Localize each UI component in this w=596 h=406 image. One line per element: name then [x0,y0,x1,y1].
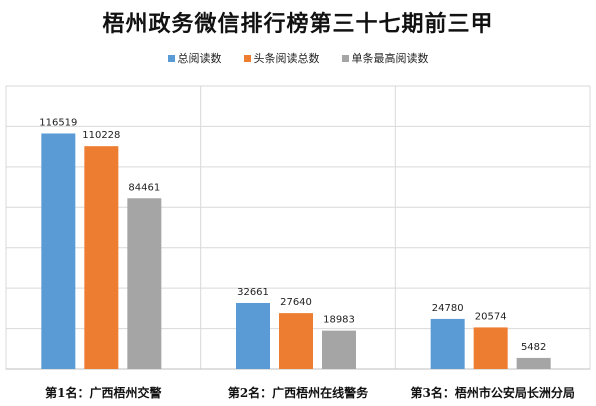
legend-swatch-headline [243,54,251,62]
x-tick-label: 第1名：广西梧州交警 [45,385,161,400]
data-label: 32661 [237,287,269,298]
legend-label-total: 总阅读数 [177,52,222,65]
legend-swatch-max [341,54,349,62]
bar-2-cat-1 [84,146,119,369]
legend-item-max: 单条最高阅读数 [341,50,429,66]
data-label: 27640 [280,297,312,308]
bar-3-cat-3 [516,357,551,369]
data-label: 24780 [432,303,464,314]
legend-label-max: 单条最高阅读数 [351,52,429,65]
bar-1-cat-1 [41,133,76,369]
bar-1-cat-2 [236,302,270,369]
bar-2-cat-2 [279,313,313,369]
data-label: 116519 [39,117,77,128]
legend-label-headline: 头条阅读总数 [253,52,320,65]
x-tick-label: 第2名：广西梧州在线警务 [228,385,369,400]
data-label: 84461 [128,182,160,193]
data-label: 18983 [323,315,355,326]
legend: 总阅读数 头条阅读总数 单条最高阅读数 [0,50,596,66]
data-label: 110228 [82,130,120,141]
bar-3-cat-2 [322,330,356,369]
chart-title: 梧州政务微信排行榜第三十七期前三甲 [102,11,494,37]
legend-swatch-total [167,54,175,62]
bar-3-cat-1 [127,198,162,369]
x-tick-label: 第3名：梧州市公安局长洲分局 [410,385,574,400]
legend-item-headline: 头条阅读总数 [243,50,320,66]
bar-2-cat-3 [473,327,508,369]
bar-1-cat-3 [430,318,465,369]
data-label: 20574 [475,311,507,322]
data-label: 5482 [521,342,546,353]
legend-item-total: 总阅读数 [167,50,222,66]
